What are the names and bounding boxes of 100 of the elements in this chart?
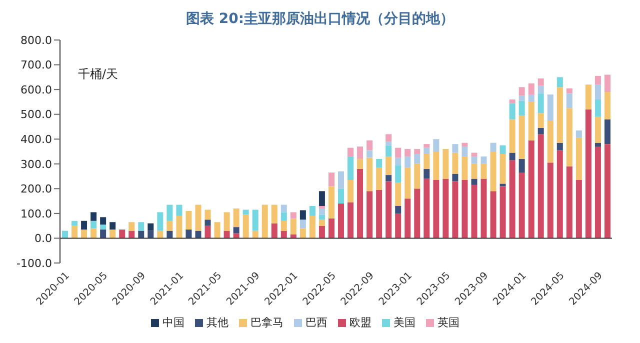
bar [538, 78, 544, 86]
bar [376, 190, 382, 238]
bar [452, 152, 458, 174]
bar [480, 178, 487, 238]
bar [357, 158, 364, 169]
bar [90, 228, 97, 238]
bar [566, 166, 572, 238]
bar [471, 152, 478, 156]
bar [594, 116, 601, 143]
bar [604, 92, 610, 120]
bar [604, 74, 610, 92]
bar [318, 214, 325, 220]
bar [176, 204, 182, 216]
bar [242, 214, 249, 238]
chart-title: 图表 20:圭亚那原油出口情况（分目的地） [185, 10, 455, 29]
bar [348, 202, 354, 238]
bar [357, 146, 364, 159]
legend-label: 英国 [438, 316, 460, 329]
bar [318, 191, 325, 206]
bar [452, 144, 458, 153]
bar [471, 184, 478, 238]
bar [176, 216, 182, 238]
bar [433, 152, 440, 180]
bar [442, 149, 449, 179]
bar [366, 150, 373, 158]
bar [509, 119, 516, 153]
bar [81, 220, 88, 230]
bar [594, 84, 601, 100]
bar [166, 204, 173, 221]
y-tick-label: 100.0 [20, 207, 52, 220]
bar [318, 220, 325, 226]
legend-label: 欧盟 [350, 316, 372, 329]
bar [518, 172, 525, 238]
bar [395, 206, 402, 214]
bar [366, 140, 373, 150]
bar [566, 88, 572, 94]
bar [566, 108, 572, 166]
bar [424, 178, 430, 238]
bar [309, 216, 316, 238]
bar [100, 217, 106, 225]
bar [585, 109, 592, 238]
bar [338, 204, 344, 238]
bar [280, 204, 287, 212]
bar [462, 156, 468, 180]
bar [490, 152, 496, 192]
bar [252, 210, 258, 231]
bar [386, 134, 392, 142]
bar [81, 230, 88, 238]
bar [204, 210, 211, 220]
bar [376, 158, 382, 168]
bar [386, 142, 392, 146]
bar [509, 160, 516, 238]
bar [404, 156, 411, 168]
bar [318, 226, 325, 238]
bar [290, 218, 296, 235]
bar [138, 222, 144, 231]
bar [90, 220, 97, 228]
bar [328, 186, 334, 218]
bar [500, 154, 506, 184]
bar [233, 208, 240, 228]
bar [538, 93, 544, 114]
bar [518, 116, 525, 159]
bar [556, 150, 563, 238]
bar [576, 130, 582, 138]
bar [490, 142, 496, 152]
bar [348, 180, 354, 202]
bar [442, 178, 449, 238]
bar [538, 134, 544, 238]
bar [366, 158, 373, 192]
bar [262, 204, 268, 238]
bar [366, 191, 373, 238]
bar [386, 156, 392, 176]
bar [395, 182, 402, 206]
bar [547, 94, 554, 121]
bar [594, 146, 601, 238]
bar [518, 158, 525, 173]
bar [556, 87, 563, 143]
bar [395, 158, 402, 166]
bar [480, 156, 487, 164]
bar [471, 178, 478, 185]
bar [500, 186, 506, 238]
bar [148, 223, 154, 231]
bar [395, 213, 402, 238]
bar [594, 99, 601, 117]
bar [271, 204, 278, 224]
y-tick-label: 800.0 [20, 34, 52, 47]
bar [271, 223, 278, 238]
bar [500, 145, 506, 154]
bar [604, 144, 610, 238]
y-tick-label: 600.0 [20, 83, 52, 96]
bar [300, 228, 306, 238]
bar [556, 77, 563, 88]
bar [204, 226, 211, 238]
bar [414, 149, 420, 154]
bar [110, 222, 116, 230]
bar [233, 227, 240, 234]
bar [452, 181, 458, 238]
y-tick-label: 700.0 [20, 58, 52, 72]
bar [528, 102, 534, 140]
bar [166, 220, 173, 231]
